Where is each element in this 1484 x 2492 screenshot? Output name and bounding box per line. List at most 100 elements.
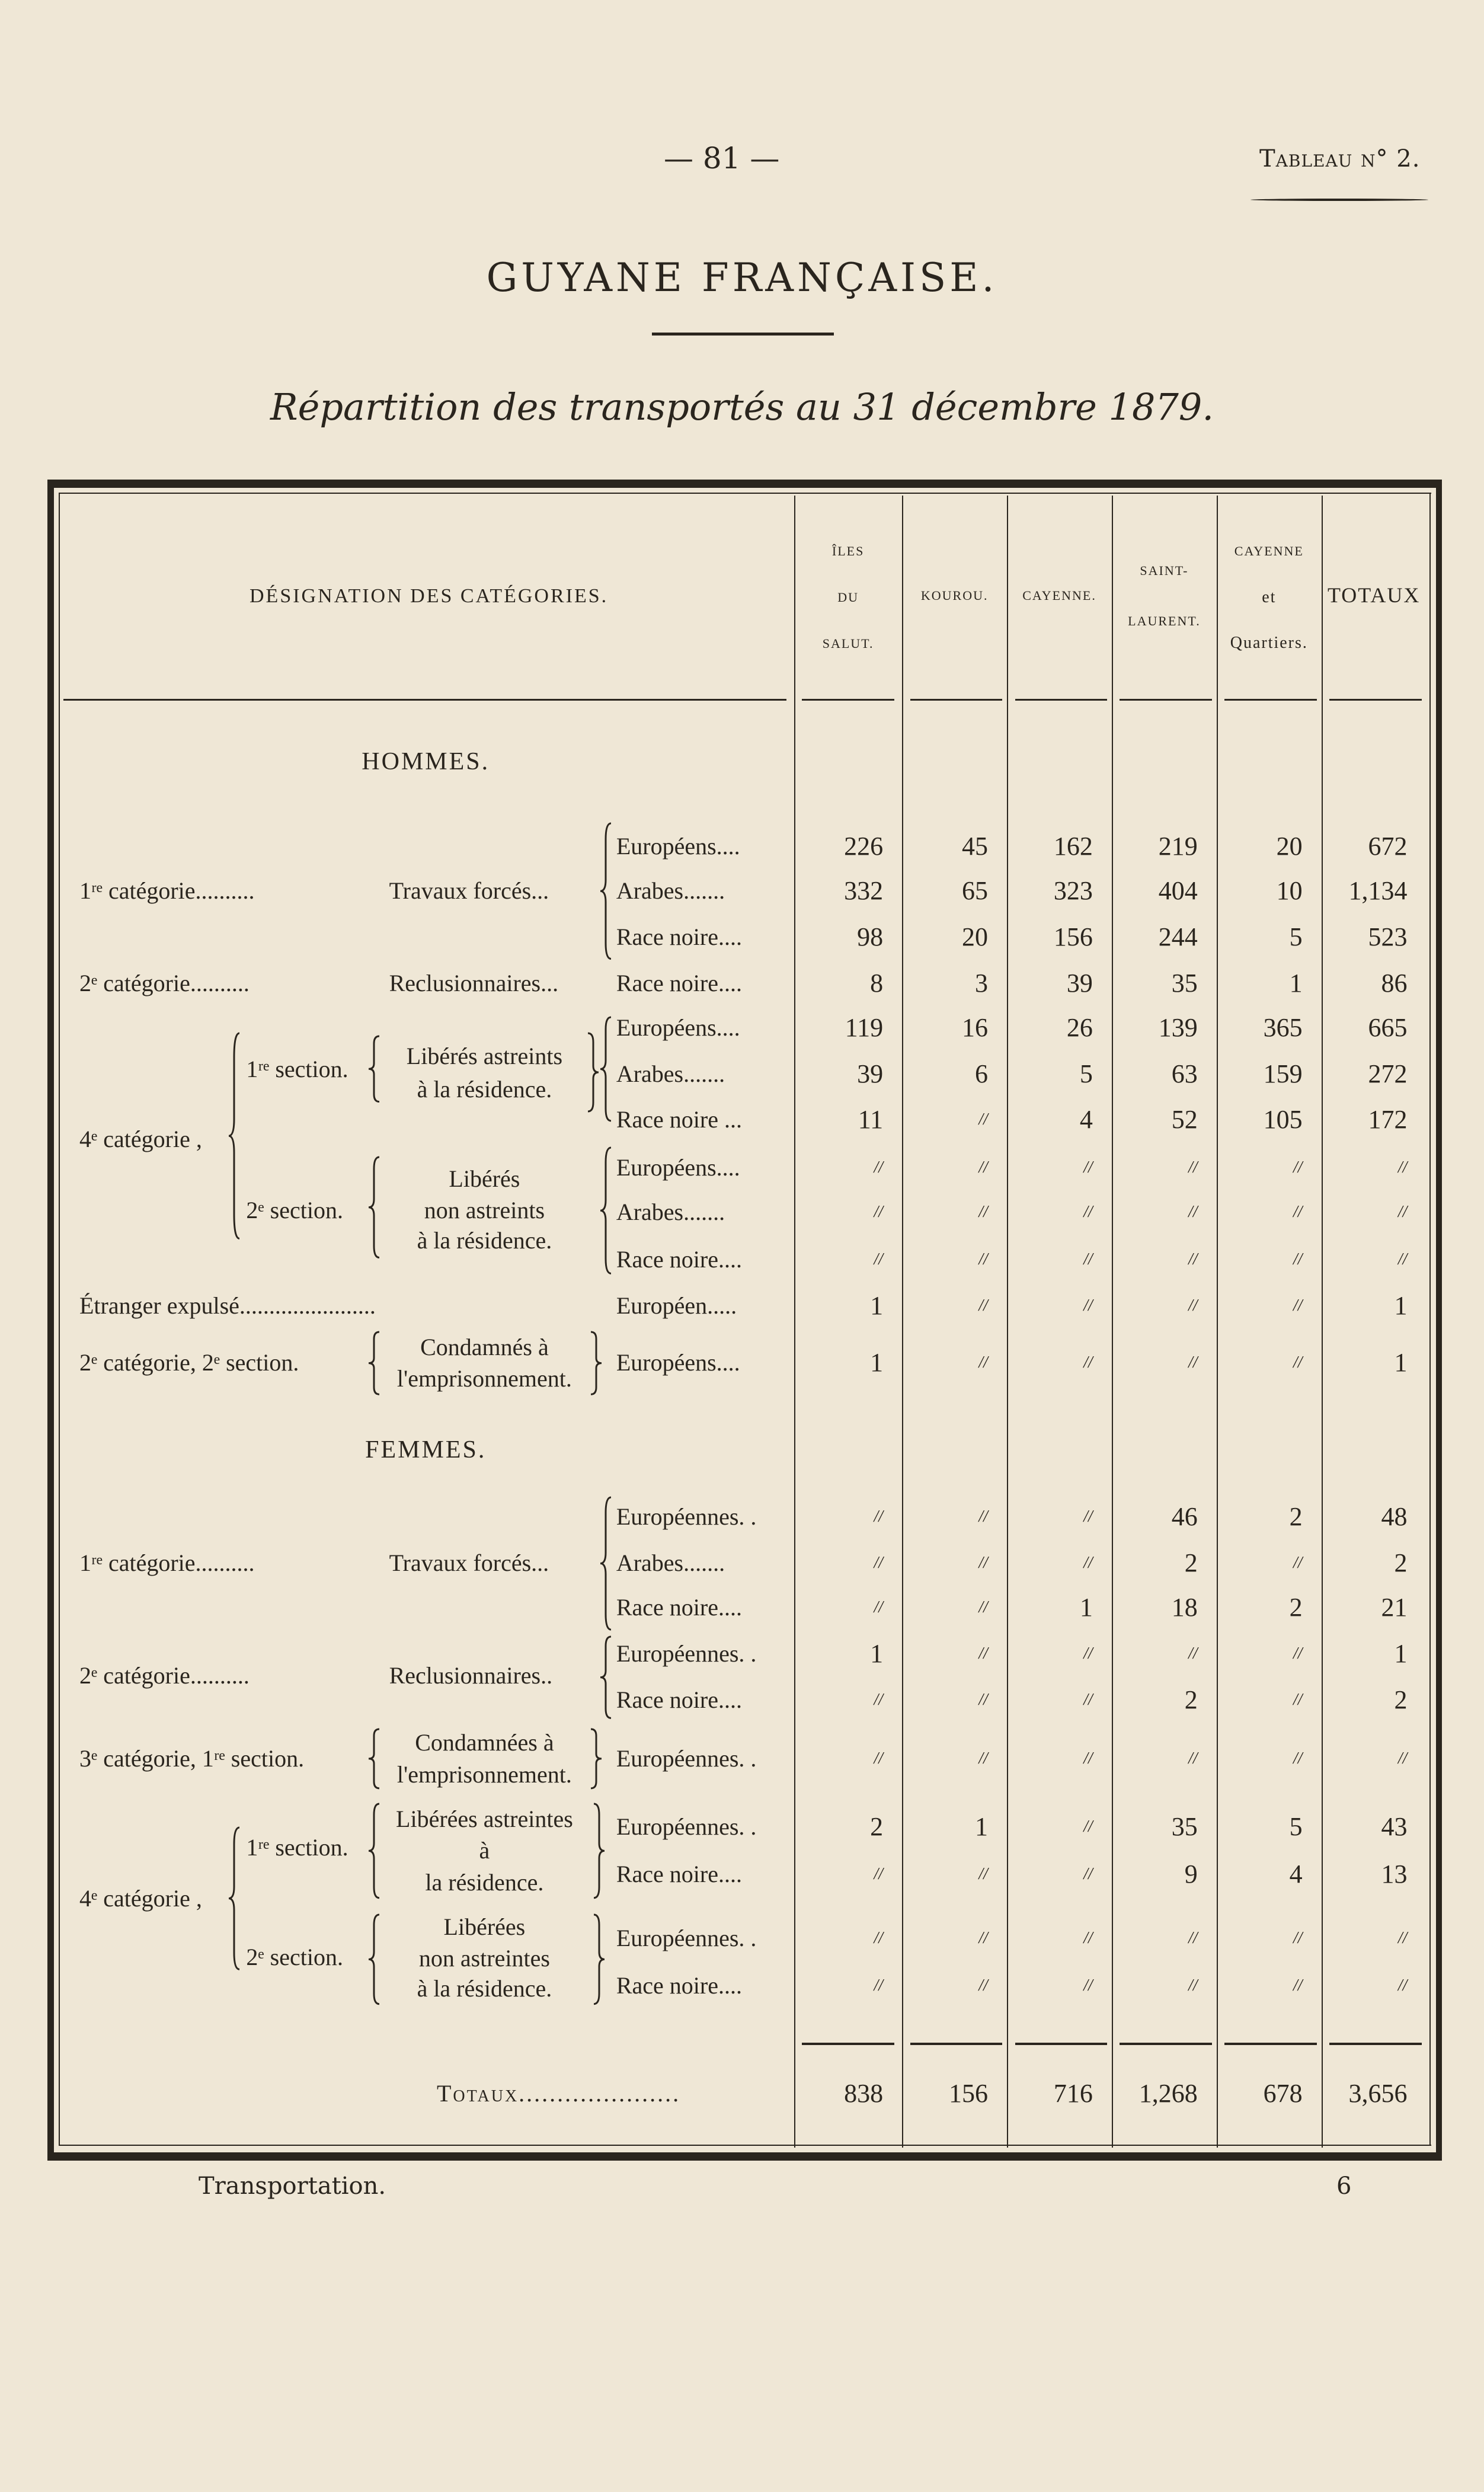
row-category-label: Européennes. . [616, 1640, 757, 1667]
cell-value: // [1188, 1202, 1198, 1221]
cell-value: 9 [1184, 1860, 1198, 1889]
cell-value: // [1397, 1976, 1408, 1995]
header-rule [63, 699, 786, 701]
page-number: — 81 — [664, 141, 780, 175]
cell-value: 2 [1184, 1548, 1198, 1578]
frame-right [1435, 480, 1443, 2161]
cell-value: // [1293, 1690, 1303, 1709]
cell-value: 21 [1381, 1593, 1408, 1622]
subtitle: Répartition des transportés au 31 décemb… [270, 385, 1214, 429]
cell-value: 4 [1289, 1860, 1303, 1889]
cell-value: // [978, 1598, 988, 1617]
cell-value: // [1188, 1976, 1198, 1995]
group-label: 1ʳᵉ catégorie.......... [79, 1549, 255, 1577]
frame-left [47, 480, 55, 2161]
totals-rule [1329, 2043, 1422, 2045]
header-rule [1015, 699, 1107, 701]
brace-open [600, 1016, 612, 1122]
brace-open [228, 1826, 240, 1970]
page-title: GUYANE FRANÇAISE. [486, 255, 998, 301]
cell-value: // [1188, 1749, 1198, 1768]
column-header: SALUT. [822, 635, 874, 651]
totals-label: Totaux..................... [437, 2080, 681, 2107]
total-value: 838 [844, 2079, 884, 2108]
row-category-label: Européens.... [616, 1154, 740, 1181]
column-header: ÎLES [831, 544, 865, 559]
cell-value: // [1083, 1353, 1093, 1372]
brace-close [587, 1032, 599, 1113]
group-label: 1ʳᵉ section. [246, 1055, 348, 1082]
cell-value: // [978, 1353, 988, 1372]
brace-open [600, 1635, 612, 1720]
row-category-label: Race noire.... [616, 1246, 742, 1273]
column-header: DU [837, 590, 859, 605]
group-label: à [479, 1837, 490, 1864]
table-reference: Tableau n° 2. [1259, 145, 1421, 172]
cell-value: 365 [1263, 1012, 1303, 1042]
column-divider [1216, 496, 1218, 2148]
cell-value: // [1083, 1507, 1093, 1526]
group-label: l'emprisonnement. [396, 1365, 572, 1392]
cell-value: // [1083, 1554, 1093, 1573]
brace-close [594, 1803, 605, 1899]
totals-rule [1015, 2043, 1107, 2045]
row-category-label: Arabes....... [616, 1060, 725, 1087]
cell-value: 323 [1053, 876, 1093, 906]
cell-value: // [1188, 1250, 1198, 1269]
cell-value: 2 [1184, 1685, 1198, 1714]
cell-value: // [1188, 1158, 1198, 1177]
cell-value: // [1083, 1749, 1093, 1768]
group-label: Condamnés à [420, 1333, 549, 1360]
cell-value: 45 [961, 832, 988, 861]
group-label: la résidence. [425, 1868, 544, 1896]
cell-value: // [1293, 1353, 1303, 1372]
group-label: Libérées astreintes [396, 1805, 573, 1832]
cell-value: // [1083, 1202, 1093, 1221]
header-rule [1329, 699, 1422, 701]
cell-value: // [978, 1976, 988, 1995]
group-label: à la résidence. [417, 1076, 552, 1103]
cell-value: // [1293, 1976, 1303, 1995]
cell-value: // [874, 1202, 884, 1221]
column-divider [902, 496, 904, 2148]
cell-value: 10 [1276, 876, 1303, 906]
column-header: et [1262, 587, 1277, 606]
cell-value: // [1293, 1296, 1303, 1315]
cell-value: 156 [1053, 922, 1093, 952]
row-category-label: Européennes. . [616, 1924, 757, 1951]
total-value: 716 [1053, 2079, 1093, 2108]
cell-value: 46 [1171, 1502, 1198, 1532]
cell-value: // [874, 1928, 884, 1947]
cell-value: 1 [870, 1348, 884, 1378]
cell-value: // [874, 1690, 884, 1709]
totals-rule [802, 2043, 894, 2045]
group-label: Étranger expulsé....................... [79, 1292, 376, 1319]
cell-value: 672 [1368, 832, 1408, 861]
cell-value: 404 [1158, 876, 1198, 906]
cell-value: // [1083, 1296, 1093, 1315]
brace-open [600, 1496, 612, 1631]
group-label: 2ᵉ section. [246, 1943, 343, 1970]
cell-value: // [1293, 1554, 1303, 1573]
cell-value: // [978, 1507, 988, 1526]
cell-value: 2 [1394, 1548, 1408, 1578]
cell-value: // [1083, 1976, 1093, 1995]
row-category-label: Européennes. . [616, 1813, 757, 1840]
cell-value: 3 [974, 968, 988, 998]
row-category-label: Européen..... [616, 1292, 737, 1319]
total-value: 3,656 [1348, 2079, 1408, 2108]
group-label: Condamnées à [415, 1729, 554, 1756]
column-header: Quartiers. [1230, 634, 1308, 653]
cell-value: // [874, 1598, 884, 1617]
cell-value: 1 [870, 1290, 884, 1320]
cell-value: 332 [844, 876, 884, 906]
row-category-label: Arabes....... [616, 1549, 725, 1577]
row-category-label: Race noire.... [616, 1972, 742, 1999]
group-label: Libérés [449, 1165, 520, 1192]
cell-value: // [874, 1976, 884, 1995]
totals-rule [1120, 2043, 1212, 2045]
cell-value: 665 [1368, 1012, 1408, 1042]
brace-open [368, 1331, 379, 1395]
cell-value: // [1293, 1644, 1303, 1663]
cell-value: // [1083, 1644, 1093, 1663]
